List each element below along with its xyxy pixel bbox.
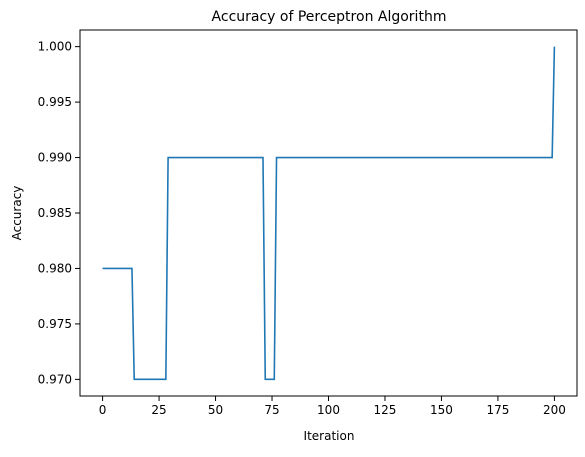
x-tick-label: 175	[486, 403, 509, 417]
y-axis: 0.970 0.975 0.980 0.985 0.990 0.995 1.000	[38, 40, 80, 386]
y-tick-label: 0.970	[38, 372, 72, 386]
x-axis-label: Iteration	[304, 429, 355, 443]
y-tick-label: 0.980	[38, 261, 72, 275]
y-tick-label: 1.000	[38, 40, 72, 54]
y-tick-label: 0.985	[38, 206, 72, 220]
y-tick-label: 0.995	[38, 95, 72, 109]
plot-frame	[79, 29, 578, 397]
x-tick-label: 75	[264, 403, 279, 417]
series-layer	[102, 46, 556, 381]
x-tick-label: 0	[99, 403, 107, 417]
x-axis: 0 25 50 75 100 125 150 175 200	[99, 396, 566, 417]
x-tick-label: 50	[208, 403, 223, 417]
accuracy-series-line	[102, 46, 556, 381]
x-tick-label: 150	[430, 403, 453, 417]
x-tick-label: 100	[317, 403, 340, 417]
x-tick-label: 125	[374, 403, 397, 417]
y-tick-label: 0.990	[38, 151, 72, 165]
chart-title: Accuracy of Perceptron Algorithm	[212, 9, 447, 25]
y-axis-label: Accuracy	[10, 186, 24, 241]
x-tick-label: 25	[151, 403, 166, 417]
x-tick-label: 200	[543, 403, 566, 417]
y-tick-label: 0.975	[38, 317, 72, 331]
